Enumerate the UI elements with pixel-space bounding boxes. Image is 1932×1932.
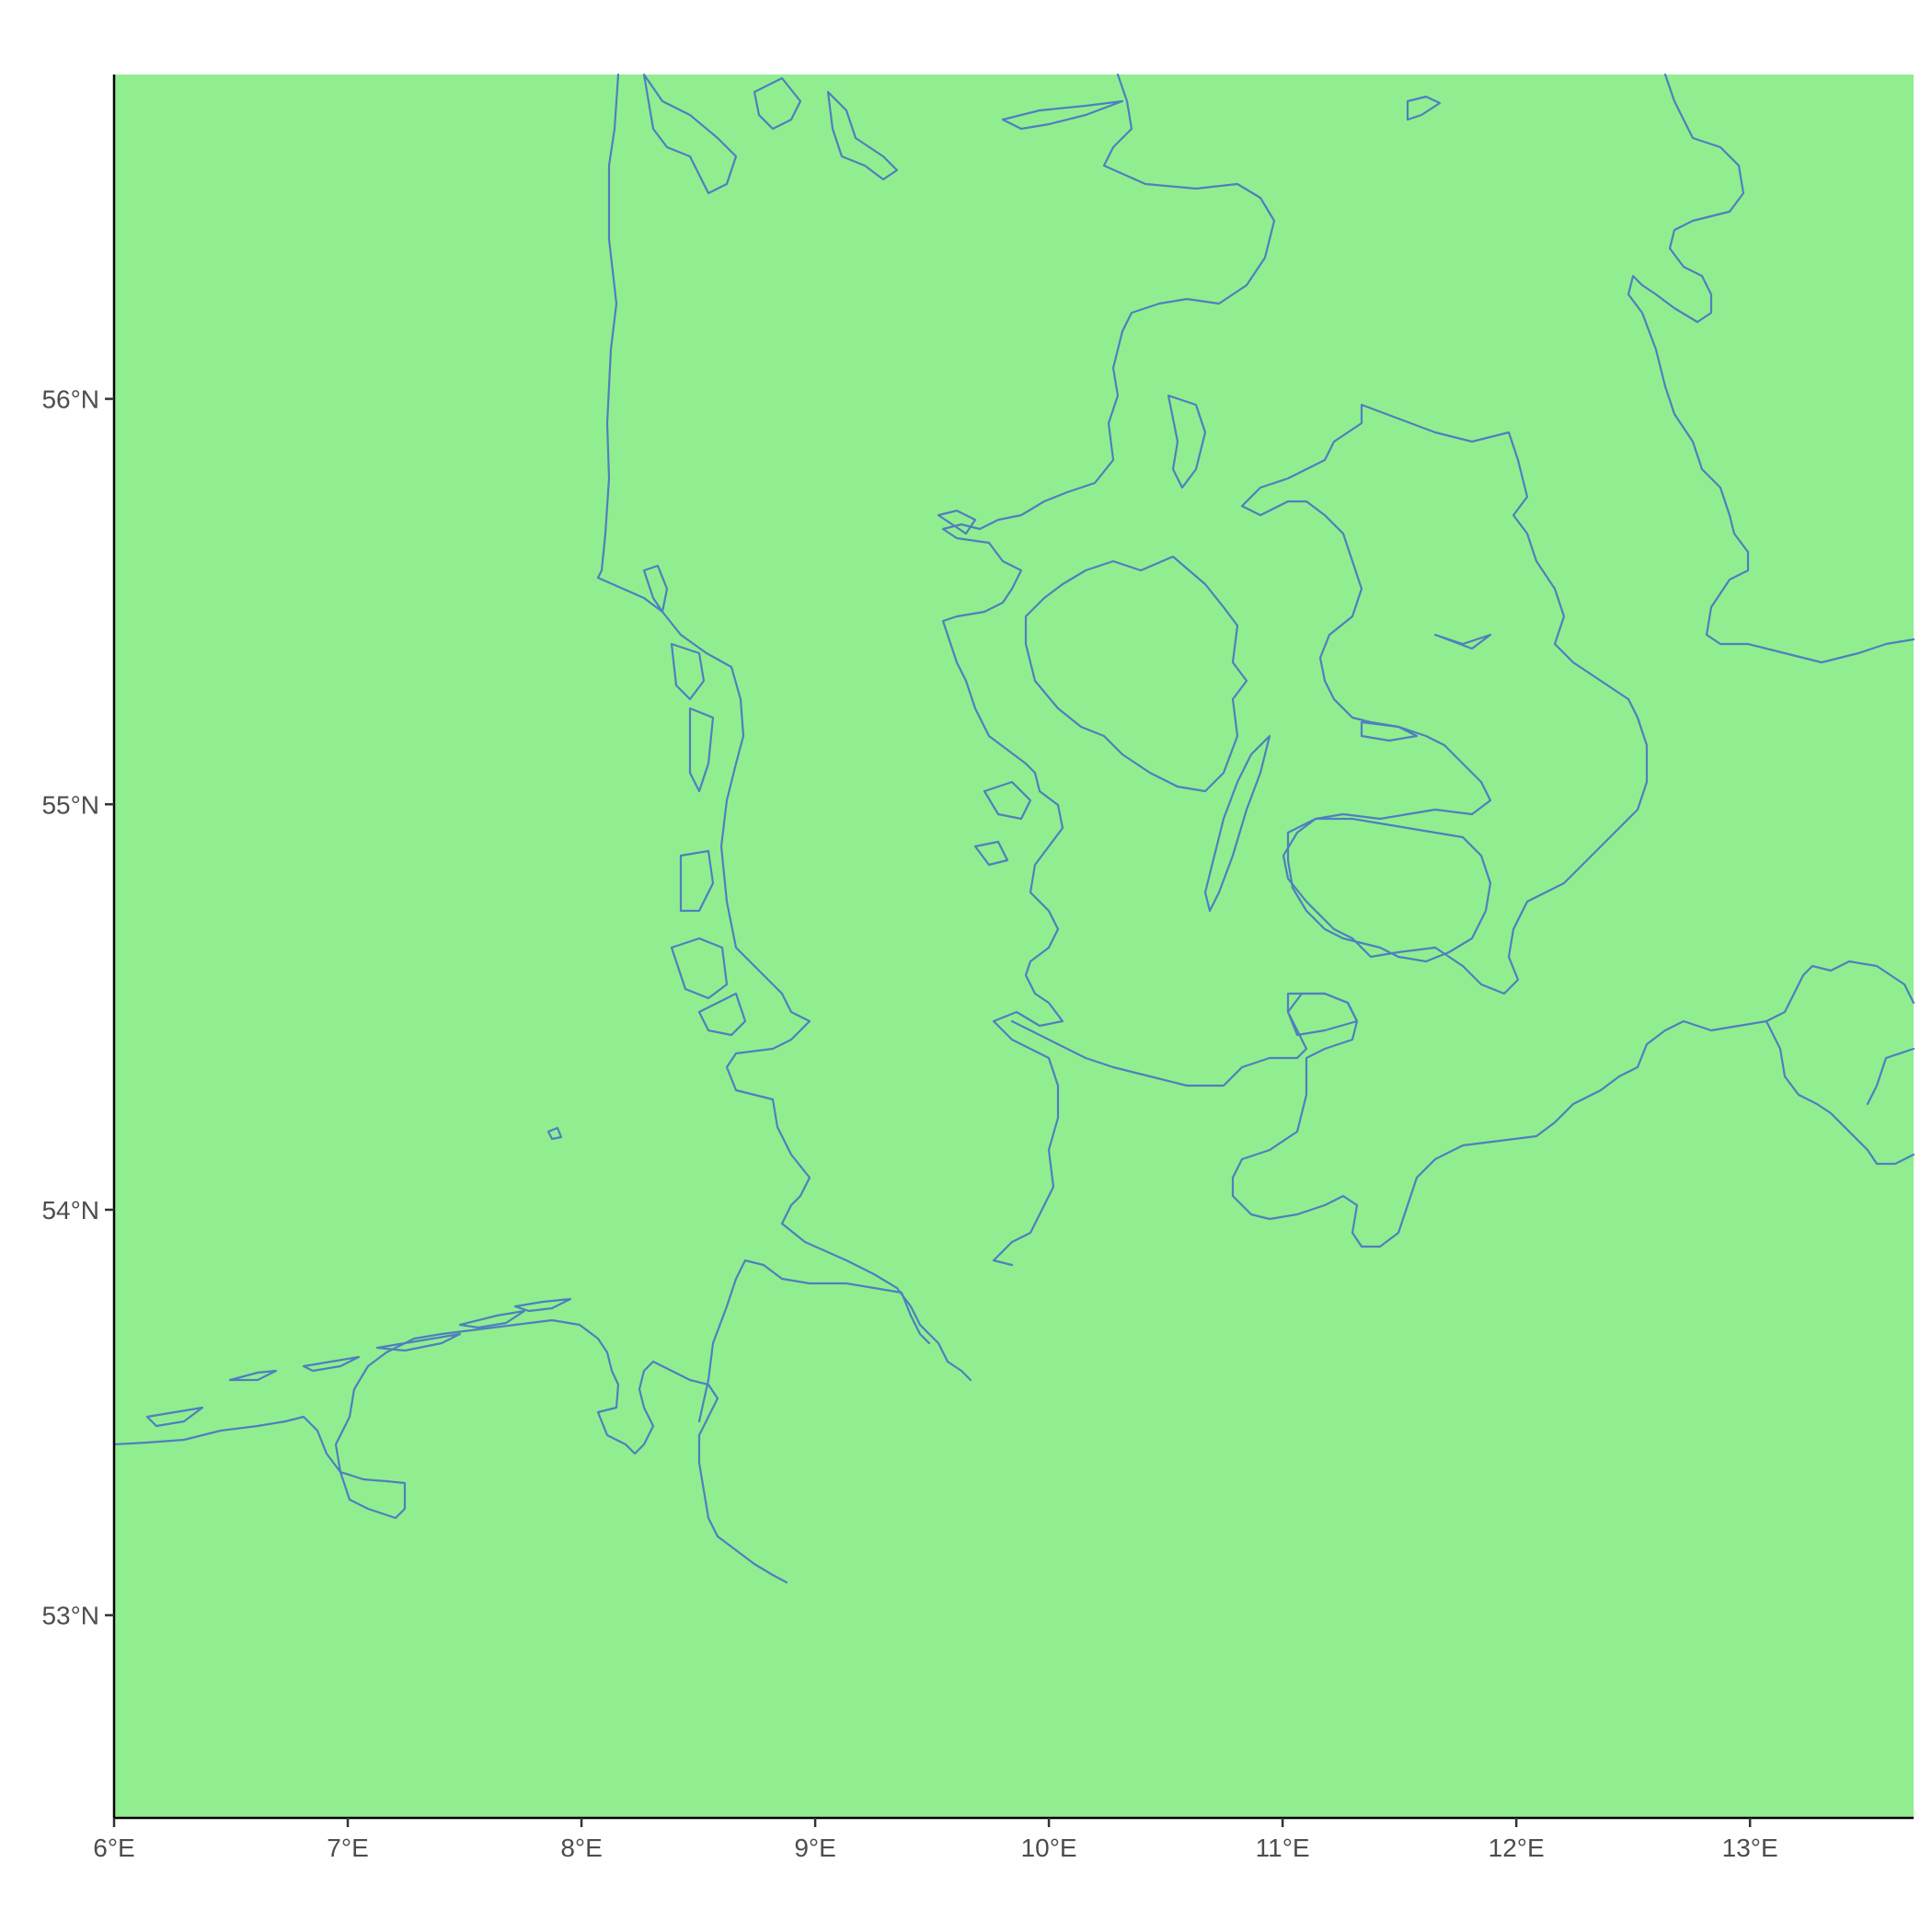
- langeland-coast: [1203, 734, 1271, 913]
- y-tick-label: 54°N: [41, 1196, 99, 1225]
- rugen-coast: [1765, 1019, 1915, 1166]
- map-panel: [114, 75, 1914, 1818]
- frisian-islands: [145, 1297, 572, 1428]
- y-tick-label: 53°N: [41, 1602, 99, 1630]
- y-tick-label: 56°N: [41, 385, 99, 414]
- x-axis-ticks: 6°E 7°E 8°E 9°E 10°E 11°E 12°E 13°E: [93, 1818, 1778, 1862]
- axes: 6°E 7°E 8°E 9°E 10°E 11°E 12°E 13°E 56°N 55°N 54°…: [41, 75, 1914, 1862]
- northern-jutland-islands: [642, 73, 1442, 195]
- helgoland-coast: [546, 1126, 563, 1141]
- x-tick-label: 13°E: [1722, 1834, 1778, 1862]
- y-axis-ticks: 56°N 55°N 54°N 53°N: [41, 385, 114, 1630]
- jutland-west-coast: [596, 73, 972, 1382]
- x-tick-label: 9°E: [794, 1834, 835, 1862]
- x-tick-label: 12°E: [1489, 1834, 1545, 1862]
- german-baltic-coast: [1010, 960, 1915, 1248]
- x-tick-label: 7°E: [327, 1834, 368, 1862]
- german-north-sea-coast: [112, 1318, 788, 1584]
- funen-coast: [1024, 555, 1248, 793]
- x-tick-label: 11°E: [1256, 1834, 1310, 1862]
- jutland-east-coast: [941, 73, 1276, 1267]
- small-danish-islands: [937, 394, 1492, 867]
- weser-elbe-coast: [697, 1259, 931, 1423]
- lolland-falster-coast: [1286, 817, 1492, 963]
- x-tick-label: 10°E: [1021, 1834, 1077, 1862]
- coastlines: [112, 73, 1915, 1584]
- sweden-coast: [1627, 73, 1915, 664]
- danish-wadden-islands: [642, 564, 747, 1037]
- zealand-coast: [1240, 403, 1649, 995]
- x-tick-label: 6°E: [93, 1834, 134, 1862]
- fehmarn-coast: [1286, 992, 1359, 1037]
- x-tick-label: 8°E: [560, 1834, 602, 1862]
- y-tick-label: 55°N: [41, 790, 99, 819]
